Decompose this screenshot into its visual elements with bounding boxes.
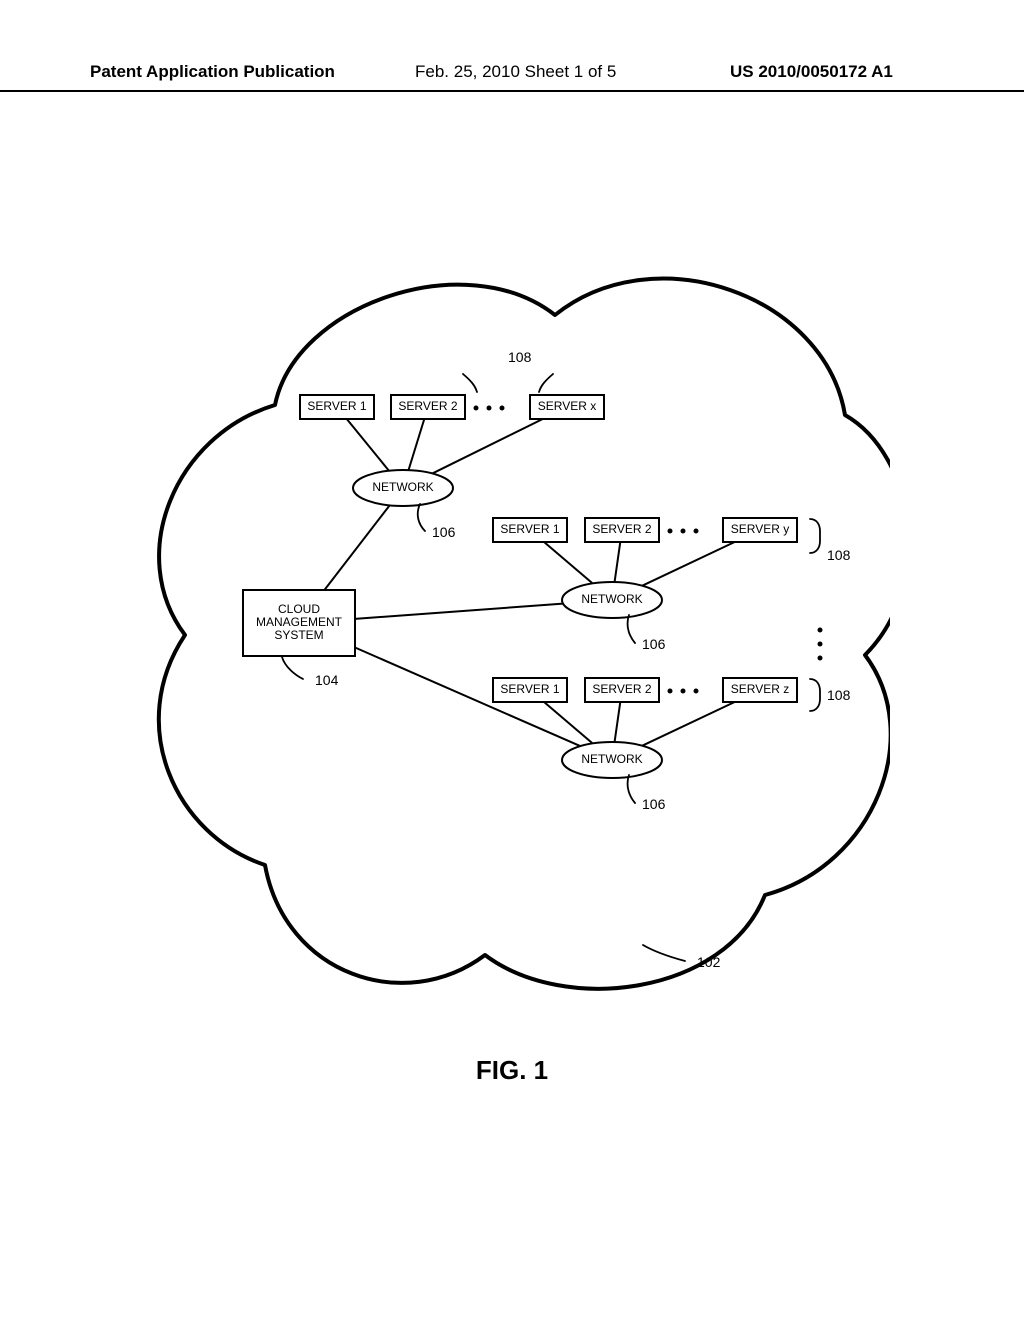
node-label-s1b: SERVER 2	[398, 399, 457, 413]
edge-net1-s1c	[432, 419, 542, 473]
node-label-s2a: SERVER 1	[500, 522, 559, 536]
ref-number-106: 106	[642, 636, 666, 652]
ref-leader-106	[418, 504, 425, 531]
node-label-cms: CLOUD	[278, 602, 320, 616]
ref-leader-104	[282, 657, 303, 679]
network-diagram-svg: CLOUDMANAGEMENTSYSTEM NETWORK SERVER 1 SERV…	[145, 255, 890, 1000]
ref-number-104: 104	[315, 672, 339, 688]
ellipsis-dot	[668, 689, 673, 694]
edge-net3-s3a	[544, 702, 593, 743]
edge-net1-s1b	[409, 419, 425, 470]
node-label-s2b: SERVER 2	[592, 522, 651, 536]
ellipsis-dot-vertical	[818, 642, 823, 647]
page-header: Patent Application Publication Feb. 25, …	[0, 62, 1024, 92]
node-label-s1a: SERVER 1	[307, 399, 366, 413]
ref-leader-102	[643, 945, 685, 961]
ref-leader-108	[810, 519, 820, 553]
ellipsis-dot	[694, 689, 699, 694]
ref-number-106: 106	[642, 796, 666, 812]
node-label-net2: NETWORK	[581, 592, 642, 606]
ref-number-108: 108	[508, 349, 532, 365]
node-label-net1: NETWORK	[372, 480, 433, 494]
ref-number-106: 106	[432, 524, 456, 540]
ellipsis-dot	[668, 529, 673, 534]
ellipsis-dot-vertical	[818, 656, 823, 661]
figure-1-diagram: CLOUDMANAGEMENTSYSTEM NETWORK SERVER 1 SERV…	[145, 255, 890, 1000]
node-label-net3: NETWORK	[581, 752, 642, 766]
edge-net3-s3b	[615, 702, 621, 742]
ref-leader-106	[628, 615, 635, 643]
node-label-cms: SYSTEM	[274, 628, 323, 642]
ellipsis-dot	[500, 406, 505, 411]
node-label-s3b: SERVER 2	[592, 682, 651, 696]
header-sheet-info: Feb. 25, 2010 Sheet 1 of 5	[415, 62, 616, 82]
ellipsis-dot	[474, 406, 479, 411]
ellipsis-dot	[694, 529, 699, 534]
node-label-s2c: SERVER y	[731, 522, 789, 536]
figure-label: FIG. 1	[0, 1055, 1024, 1086]
edge-cms-net2	[355, 604, 563, 619]
edge-net2-s2a	[544, 542, 593, 583]
ellipsis-dot	[681, 529, 686, 534]
header-publication: Patent Application Publication	[90, 62, 335, 82]
header-pub-number: US 2010/0050172 A1	[730, 62, 893, 82]
ref-number-108: 108	[827, 547, 851, 563]
ref-leader-108	[463, 374, 553, 392]
edge-net1-s1a	[347, 419, 389, 471]
edge-net2-s2b	[615, 542, 621, 582]
edge-net3-s3c	[642, 702, 734, 746]
ref-leader-106	[628, 775, 635, 803]
ref-number-102: 102	[697, 954, 721, 970]
node-label-s1c: SERVER x	[538, 399, 596, 413]
ref-leader-108	[810, 679, 820, 711]
ellipsis-dot-vertical	[818, 628, 823, 633]
edge-cms-net1	[324, 505, 389, 590]
ref-number-108: 108	[827, 687, 851, 703]
node-label-s3c: SERVER z	[731, 682, 789, 696]
node-label-cms: MANAGEMENT	[256, 615, 343, 629]
ellipsis-dot	[487, 406, 492, 411]
edge-net2-s2c	[642, 542, 734, 586]
ellipsis-dot	[681, 689, 686, 694]
node-label-s3a: SERVER 1	[500, 682, 559, 696]
